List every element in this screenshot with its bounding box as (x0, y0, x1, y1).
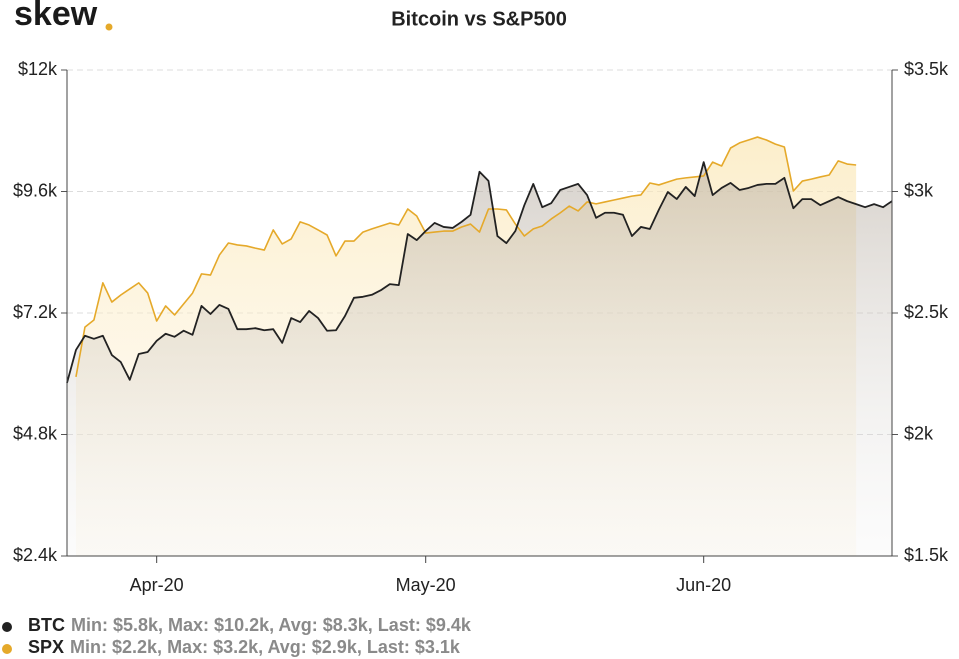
legend-name: SPX (28, 637, 64, 657)
y-tick-label: $2.4k (13, 545, 58, 565)
legend-stats: Min: $2.2k, Max: $3.2k, Avg: $2.9k, Last… (70, 637, 461, 657)
legend-entry: SPX Min: $2.2k, Max: $3.2k, Avg: $2.9k, L… (28, 637, 461, 657)
chart-title: Bitcoin vs S&P500 (391, 8, 567, 30)
y-tick-label: $7.2k (13, 302, 58, 322)
logo: skew (14, 0, 98, 33)
y-tick-label: $4.8k (13, 423, 58, 443)
y-tick-label: $12k (18, 59, 58, 79)
y2-tick-label: $2.5k (904, 302, 949, 322)
legend-marker (2, 622, 12, 632)
y2-tick-label: $3k (904, 180, 934, 200)
y2-tick-label: $2k (904, 423, 934, 443)
y2-tick-label: $3.5k (904, 59, 949, 79)
line (75, 136, 857, 378)
legend-stats: Min: $5.8k, Max: $10.2k, Avg: $8.3k, Las… (71, 615, 472, 635)
area-fill (67, 162, 892, 556)
logo-dot (105, 23, 113, 31)
legend-name: BTC (28, 615, 65, 635)
legend-marker (2, 644, 12, 654)
y-tick-label: $9.6k (13, 180, 58, 200)
x-tick-label: Apr-20 (130, 575, 184, 595)
line (66, 161, 893, 384)
y2-tick-label: $1.5k (904, 545, 949, 565)
x-tick-label: Jun-20 (676, 575, 731, 595)
legend-entry: BTC Min: $5.8k, Max: $10.2k, Avg: $8.3k, … (28, 615, 472, 635)
x-tick-label: May-20 (396, 575, 456, 595)
